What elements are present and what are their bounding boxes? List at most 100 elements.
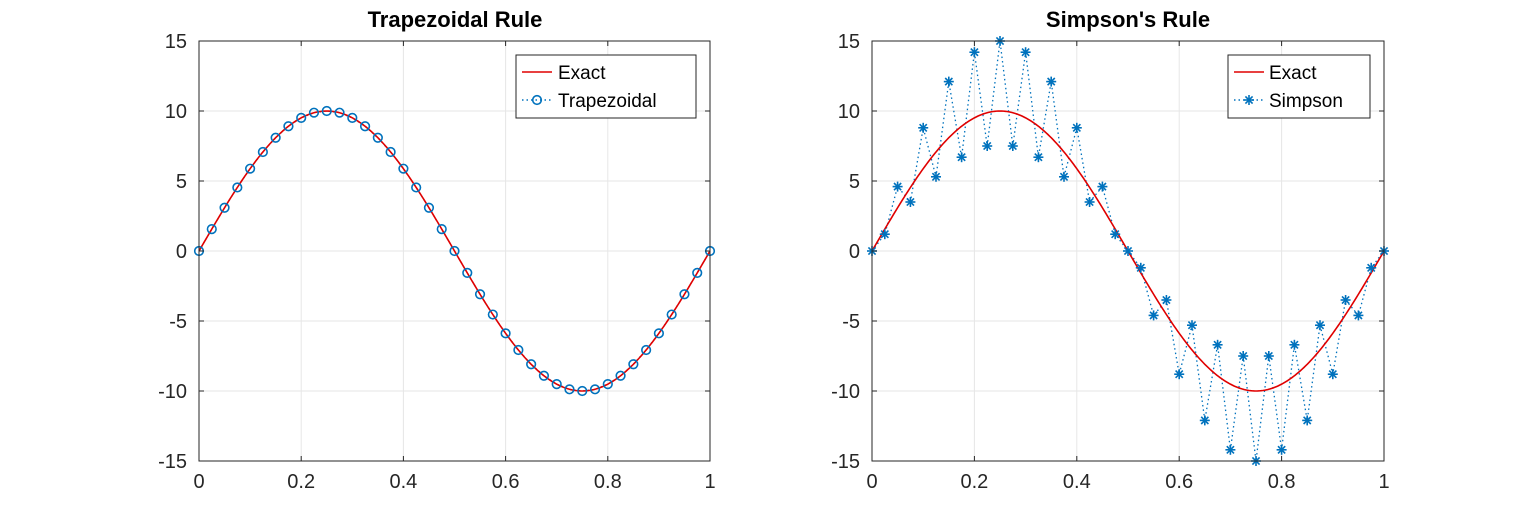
data-point-marker (372, 132, 383, 143)
legend-box (1227, 54, 1371, 119)
y-tick-label: -15 (831, 451, 860, 473)
data-point-marker (1225, 444, 1236, 455)
data-point-marker (602, 379, 613, 390)
y-tick-label: 10 (838, 101, 860, 123)
data-point-marker (206, 224, 217, 235)
data-point-marker (1315, 320, 1325, 331)
legend: Exact Trapezoidal (515, 54, 697, 119)
x-tick-label: 0 (193, 471, 204, 493)
x-tick-label: 0 (866, 471, 877, 493)
data-point-marker (359, 121, 371, 132)
legend-exact-label: Exact (1269, 63, 1317, 84)
x-tick-label: 1 (704, 471, 715, 493)
y-tick-label: 0 (176, 241, 187, 263)
data-point-marker (918, 122, 929, 133)
legend-simpson-marker (1244, 95, 1254, 105)
data-point-marker (538, 370, 550, 381)
trapezoidal-panel: Trapezoidal Rule 0 0.2 0.4 0.6 0.8 1 -15 -10 -5 0… (158, 7, 715, 493)
data-point-marker (245, 163, 256, 174)
data-point-marker (1046, 76, 1057, 87)
data-point-marker (1276, 444, 1287, 455)
data-point-marker (577, 385, 588, 397)
data-point-marker (551, 379, 562, 390)
data-point-marker (257, 146, 268, 158)
data-point-marker (462, 267, 473, 278)
data-point-marker (1007, 141, 1018, 151)
x-tick-label: 0.8 (594, 471, 622, 493)
data-point-marker (1174, 369, 1185, 380)
data-point-marker (1084, 197, 1095, 207)
data-point-marker (943, 76, 954, 87)
legend-simpson-label: Simpson (1269, 91, 1343, 112)
legend-trapezoidal-marker (531, 94, 543, 106)
data-point-marker (956, 152, 967, 163)
data-point-marker (1327, 369, 1338, 380)
data-point-marker (1302, 415, 1313, 426)
series-exact-line (198, 110, 711, 392)
data-point-marker (628, 359, 639, 370)
data-point-marker (1353, 310, 1364, 321)
data-point-marker (1366, 262, 1377, 273)
data-point-marker (1340, 295, 1351, 305)
y-tick-label: -5 (842, 311, 860, 333)
data-point-marker (905, 197, 916, 207)
data-point-marker (692, 267, 703, 278)
data-point-marker (1289, 339, 1300, 350)
data-point-marker (879, 229, 890, 240)
data-point-marker (564, 384, 575, 395)
data-point-marker (1033, 152, 1044, 163)
data-point-marker (423, 202, 435, 213)
x-tick-label: 0.6 (492, 471, 520, 493)
y-tick-label: 5 (176, 171, 187, 193)
y-tick-label: -15 (158, 451, 187, 473)
data-point-marker (449, 245, 460, 257)
legend: Exact Simpson (1227, 54, 1371, 119)
x-tick-label: 0.4 (389, 471, 417, 493)
x-tick-label: 1 (1378, 471, 1389, 493)
data-point-marker (641, 344, 652, 356)
data-point-marker (219, 202, 230, 213)
x-tick-label: 0.4 (1063, 471, 1091, 493)
data-point-marker (436, 224, 447, 235)
data-point-marker (1148, 310, 1159, 321)
data-point-marker (1199, 415, 1210, 426)
data-point-marker (321, 105, 332, 117)
data-point-marker (1263, 351, 1274, 361)
data-point-marker (411, 182, 422, 193)
y-tick-label: -10 (158, 381, 187, 403)
legend-trapezoidal-label: Trapezoidal (558, 91, 657, 112)
data-point-marker (283, 121, 294, 132)
data-point-marker (969, 47, 980, 58)
data-point-marker (487, 309, 498, 320)
data-point-marker (1161, 295, 1172, 305)
y-tick-label: -5 (169, 311, 187, 333)
y-tick-label: 15 (165, 31, 187, 53)
data-point-marker (1187, 320, 1197, 331)
data-point-marker (615, 370, 626, 381)
x-tick-label: 0.8 (1268, 471, 1296, 493)
data-point-marker (1059, 171, 1069, 182)
y-tick-label: 10 (165, 101, 187, 123)
data-point-marker (474, 289, 486, 300)
data-point-marker (1212, 339, 1223, 350)
data-point-marker (308, 107, 320, 118)
data-point-marker (666, 309, 677, 320)
data-point-marker (982, 141, 993, 151)
y-tick-label: -10 (831, 381, 860, 403)
data-point-marker (1071, 122, 1082, 133)
data-point-marker (892, 181, 903, 192)
data-point-marker (1020, 47, 1031, 58)
data-point-marker (526, 359, 537, 370)
data-point-marker (385, 146, 396, 158)
data-point-marker (1238, 351, 1249, 361)
data-point-marker (347, 112, 358, 123)
data-point-marker (270, 132, 281, 143)
chart-title: Trapezoidal Rule (368, 7, 543, 32)
data-point-marker (334, 107, 345, 118)
data-point-marker (232, 182, 243, 193)
legend-exact-label: Exact (558, 63, 606, 84)
data-point-marker (1097, 181, 1108, 192)
data-point-marker (500, 328, 511, 339)
data-point-marker (931, 171, 941, 182)
